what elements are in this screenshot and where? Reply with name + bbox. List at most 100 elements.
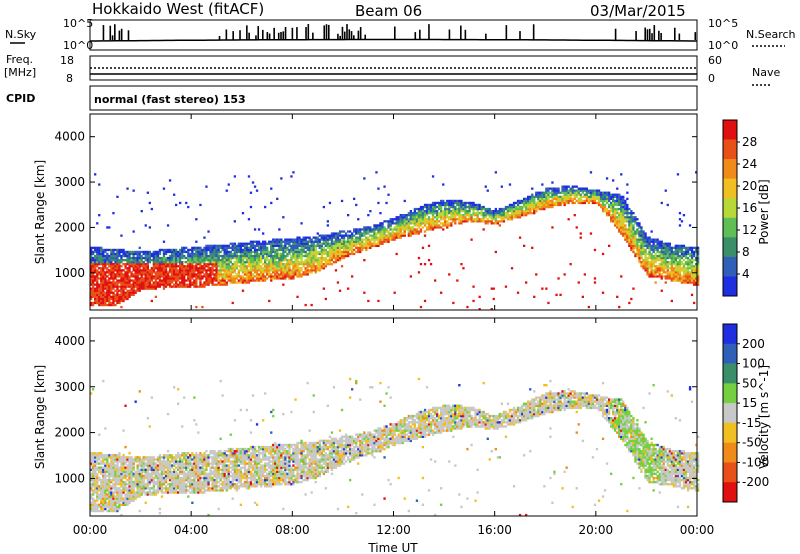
echo-cell [255,273,259,276]
echo-cell [126,474,129,478]
echo-cell [601,195,605,198]
echo-cell [249,265,253,268]
echo-cell [102,273,105,276]
echo-cell [361,246,364,249]
echo-cell [614,212,617,215]
echo-cell [134,261,137,264]
echo-cell [381,228,384,231]
echo-cell [110,456,113,459]
echo-cell [104,470,107,473]
echo-cell [294,256,297,260]
echo-cell [245,250,249,254]
echo-cell [652,250,655,254]
echo-cell [270,242,273,245]
echo-cell [684,254,688,258]
echo-cell [110,493,113,496]
echo-cell [421,205,425,209]
echo-cell [278,254,281,258]
echo-cell [100,478,103,482]
echo-cell [112,287,115,290]
echo-cell [662,263,665,266]
echo-cell [102,497,105,500]
echo-cell [207,254,210,258]
echo-cell [338,252,342,256]
echo-cell [387,240,390,243]
echo-cell [94,509,97,513]
echo-cell [213,261,216,264]
echo-cell [444,214,447,217]
echo-cell [684,252,688,256]
echo-cell [387,236,390,239]
echo-cell [628,230,631,233]
echo-cell [496,222,499,225]
echo-cell [116,289,119,292]
echo-cell [693,265,696,268]
echo-cell [114,454,117,457]
echo-cell [436,212,439,215]
echo-cell [672,279,675,282]
echo-cell [215,265,218,268]
echo-cell [431,224,435,227]
echo-cell [304,246,307,249]
echo-cell [217,261,220,264]
echo-cell [308,265,311,268]
echo-cell [401,234,404,237]
echo-cell [173,259,176,262]
echo-cell [563,203,566,207]
echo-cell [128,495,131,498]
echo-cell [92,388,95,391]
echo-cell [124,480,127,484]
echo-cell [628,212,631,215]
echo-cell [684,256,688,260]
echo-cell [231,244,234,247]
echo-cell [656,275,659,278]
echo-cell [290,254,293,258]
echo-cell [533,207,536,211]
echo-cell [626,240,629,243]
noise-bar [109,25,112,40]
echo-cell [490,308,493,311]
echo-cell [636,228,639,231]
echo-cell [128,499,131,502]
noise-bar [232,31,234,40]
echo-cell [223,250,226,254]
echo-cell [175,261,178,264]
echo-cell [134,283,137,286]
echo-cell [436,222,439,225]
echo-cell [363,177,366,180]
echo-cell [622,226,625,229]
echo-cell [353,197,356,200]
echo-cell [90,293,93,296]
echo-cell [391,220,394,223]
echo-cell [173,273,176,276]
echo-cell [624,207,627,211]
echo-cell [286,263,289,266]
echo-cell [122,259,125,262]
echo-cell [431,222,435,225]
echo-cell [118,301,121,305]
echo-cell [359,228,362,231]
echo-cell [640,232,643,235]
echo-cell [539,195,542,198]
echo-cell [96,454,99,457]
echo-cell [199,273,202,276]
echo-cell [686,277,690,280]
echo-cell [112,487,115,490]
echo-cell [106,470,109,473]
echo-cell [618,193,621,196]
echo-cell [219,246,222,249]
echo-cell [334,234,338,237]
echo-cell [94,501,97,504]
echo-cell [98,287,101,290]
echo-cell [94,265,97,268]
echo-cell [431,205,435,209]
echo-cell [278,252,281,256]
echo-cell [616,193,619,196]
echo-cell [187,263,190,266]
echo-cell [124,493,127,496]
echo-cell [134,267,137,270]
echo-cell [108,281,111,284]
echo-cell [92,480,95,484]
echo-cell [326,244,329,247]
echo-cell [116,295,119,298]
